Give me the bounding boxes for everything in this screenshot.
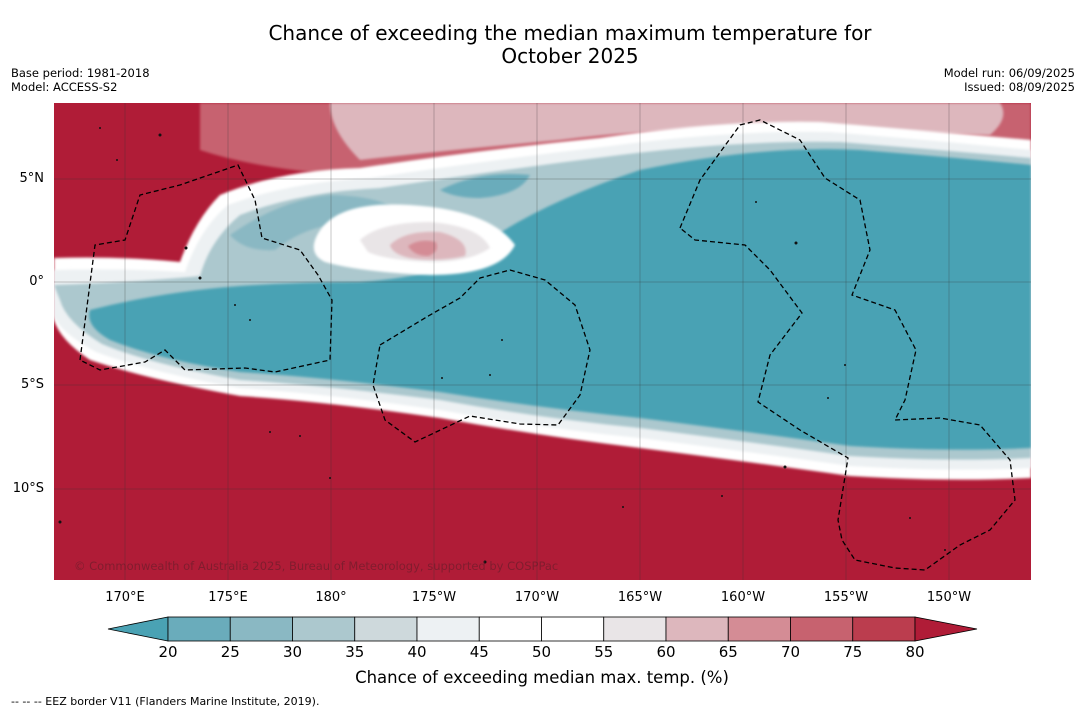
- colorbar-segment: [541, 616, 605, 642]
- cool-core: [89, 149, 1031, 450]
- colorbar-segment: [354, 616, 418, 642]
- colorbar-tick-label: 55: [594, 643, 614, 661]
- model-name: Model: ACCESS-S2: [11, 80, 118, 94]
- lon-tick-180: 180°: [315, 590, 347, 605]
- upper-cool-patch: [230, 195, 395, 251]
- colorbar-tick-label: 30: [282, 643, 303, 661]
- eez-borders: [79, 119, 1016, 571]
- colorbar-tick-label: 65: [718, 643, 738, 661]
- eez-border-west: [79, 164, 333, 373]
- graticule: [54, 103, 1031, 580]
- colorbar: [107, 616, 978, 642]
- nw-white-spot: [335, 232, 358, 252]
- equatorial-rose-spot: [408, 240, 437, 256]
- eez-border-east: [679, 119, 1016, 571]
- colorbar-tick-label: 40: [407, 643, 427, 661]
- title-line-2: October 2025: [501, 44, 639, 68]
- colorbar-tick-label: 50: [531, 643, 552, 661]
- upper-cool-patch-2: [440, 174, 530, 198]
- colorbar-tick-label: 20: [158, 643, 178, 661]
- colorbar-tick-label: 35: [345, 643, 365, 661]
- base-period: Base period: 1981-2018: [11, 66, 150, 80]
- colorbar-extend-high: [914, 616, 978, 642]
- colorbar-segment: [478, 616, 542, 642]
- north-light-band: [330, 103, 1004, 160]
- lon-tick-150w: 150°W: [926, 590, 972, 605]
- copyright-notice: © Commonwealth of Australia 2025, Bureau…: [74, 559, 559, 573]
- lat-tick-5s: 5°S: [20, 377, 44, 392]
- colorbar-tick-label: 60: [656, 643, 676, 661]
- eez-border-central: [372, 269, 591, 443]
- lon-tick-175w: 175°W: [411, 590, 457, 605]
- lon-tick-170e: 170°E: [105, 590, 145, 605]
- colorbar-segment: [727, 616, 791, 642]
- colorbar-segment: [665, 616, 729, 642]
- title-line-1: Chance of exceeding the median maximum t…: [268, 21, 872, 45]
- lat-tick-10s: 10°S: [12, 481, 44, 496]
- colorbar-tick-label: 70: [780, 643, 801, 661]
- lon-tick-175e: 175°E: [208, 590, 248, 605]
- base-period-info: Base period: 1981-2018 Model: ACCESS-S2: [11, 66, 150, 94]
- lon-tick-170w: 170°W: [514, 590, 560, 605]
- colorbar-tick-label: 80: [905, 643, 925, 661]
- lon-tick-155w: 155°W: [823, 590, 869, 605]
- colorbar-tick-label: 75: [843, 643, 863, 661]
- colorbar-tick-label: 45: [469, 643, 489, 661]
- eez-legend-note: -- -- -- EEZ border V11 (Flanders Marine…: [11, 695, 320, 708]
- model-run-info: Model run: 06/09/2025 Issued: 08/09/2025: [944, 66, 1075, 94]
- lat-tick-0: 0°: [29, 274, 44, 289]
- probability-field: [54, 103, 1031, 580]
- lon-tick-165w: 165°W: [617, 590, 663, 605]
- colorbar-segment: [603, 616, 667, 642]
- colorbar-segment: [229, 616, 293, 642]
- model-run-date: Model run: 06/09/2025: [943, 66, 1075, 80]
- issued-date: Issued: 08/09/2025: [964, 80, 1075, 94]
- lat-tick-5n: 5°N: [19, 171, 45, 186]
- colorbar-segment: [292, 616, 356, 642]
- colorbar-extend-low: [107, 616, 169, 642]
- colorbar-segment: [790, 616, 854, 642]
- map-title: Chance of exceeding the median maximum t…: [0, 22, 1085, 68]
- lon-tick-160w: 160°W: [720, 590, 766, 605]
- colorbar-segment: [416, 616, 480, 642]
- colorbar-tick-label: 25: [220, 643, 240, 661]
- islands: [58, 127, 946, 564]
- colorbar-segment: [852, 616, 916, 642]
- colorbar-segment: [167, 616, 231, 642]
- colorbar-label: Chance of exceeding median max. temp. (%…: [355, 668, 729, 687]
